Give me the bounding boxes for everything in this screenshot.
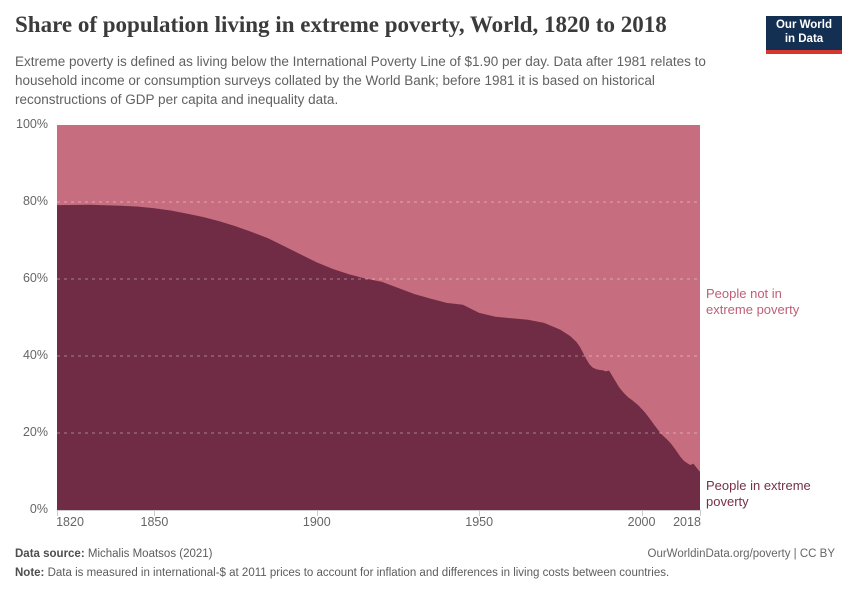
x-tick-label-1820: 1820 — [56, 515, 84, 529]
stacked-area-plot[interactable] — [57, 125, 700, 510]
note-label: Note: — [15, 566, 45, 579]
y-tick-label-80%: 80% — [22, 194, 48, 208]
owid-credit-link[interactable]: OurWorldinData.org/poverty | CC BY — [647, 548, 835, 560]
x-tick-mark-1900 — [316, 510, 318, 516]
page-title: Share of population living in extreme po… — [15, 12, 667, 37]
data-source-label: Data source: — [15, 548, 85, 560]
x-tick-label-2018: 2018 — [673, 515, 701, 529]
y-tick-label-100%: 100% — [16, 117, 48, 131]
x-tick-label-2000: 2000 — [627, 515, 656, 529]
area-people-in-extreme-poverty — [57, 204, 700, 510]
x-axis-line — [57, 510, 701, 511]
x-tick-label-1850: 1850 — [140, 515, 169, 529]
note-value: Data is measured in international-$ at 2… — [47, 566, 670, 579]
x-tick-mark-1820 — [57, 510, 58, 516]
x-tick-mark-1950 — [479, 510, 481, 516]
x-tick-mark-1850 — [154, 510, 156, 516]
owid-logo-line1: Our World — [775, 19, 832, 31]
note-line: Note: Data is measured in international-… — [15, 564, 835, 583]
chart-subtitle: Extreme poverty is defined as living bel… — [15, 54, 706, 107]
y-tick-label-0%: 0% — [29, 502, 48, 516]
y-tick-label-20%: 20% — [22, 425, 48, 439]
x-tick-mark-2000 — [641, 510, 643, 516]
x-tick-mark-2018 — [700, 510, 701, 516]
owid-logo: Our World in Data — [766, 16, 842, 55]
series-label-in-poverty: People in extreme poverty — [706, 478, 811, 510]
x-tick-label-1900: 1900 — [302, 515, 331, 529]
owid-logo-line2: in Data — [784, 32, 824, 45]
data-source-line: Data source: Michalis Moatsos (2021) — [15, 545, 213, 564]
y-tick-label-40%: 40% — [22, 348, 48, 362]
chart-footer: Data source: Michalis Moatsos (2021) Our… — [15, 545, 835, 583]
data-source-value: Michalis Moatsos (2021) — [87, 548, 213, 560]
series-label-not-in-poverty: People not in extreme poverty — [706, 286, 800, 318]
x-tick-label-1950: 1950 — [465, 515, 494, 529]
y-tick-label-60%: 60% — [22, 271, 48, 285]
